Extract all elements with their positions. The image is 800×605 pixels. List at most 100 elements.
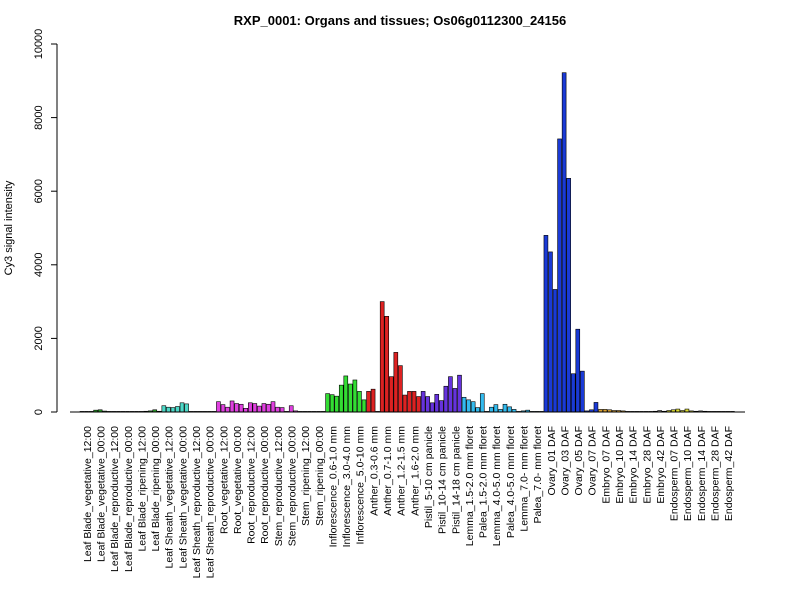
- bar: [407, 391, 412, 413]
- x-tick-label: Anther_0.3-0.6 mm: [368, 426, 380, 516]
- x-tick-label: Pistil_14-18 cm panicle: [450, 426, 462, 534]
- bar: [275, 406, 280, 413]
- bar: [357, 391, 362, 413]
- bar: [248, 402, 253, 413]
- bar: [448, 376, 453, 413]
- x-tick-labels: Leaf Blade_vegetative_12:00 Leaf Blade_ve…: [82, 426, 735, 579]
- bar: [361, 399, 367, 413]
- bar: [548, 251, 553, 413]
- x-tick-label: Ovary_03 DAF: [559, 426, 571, 495]
- bar: [489, 406, 494, 413]
- x-tick-label: Root_reproductive_00:00: [259, 426, 271, 544]
- bar: [379, 301, 385, 413]
- x-tick-label: Palea_7.0- mm floret: [532, 426, 544, 524]
- x-tick-label: Endosperm_10 DAF: [682, 426, 694, 521]
- bar: [161, 405, 167, 413]
- bar: [575, 328, 581, 413]
- x-tick-label: Anther_1.2-1.5 mm: [396, 426, 408, 516]
- bar: [434, 394, 440, 413]
- x-tick-label: Leaf Blade_reproductive_12:00: [109, 426, 121, 572]
- bar: [279, 407, 285, 413]
- y-axis-label: Cy3 signal intensity: [3, 180, 15, 275]
- x-tick-label: Embryo_10 DAF: [614, 426, 626, 504]
- bar: [398, 365, 403, 413]
- bar: [502, 403, 508, 413]
- x-tick-label: Inflorescence_0.6-1.0 mm: [327, 426, 339, 548]
- bar: [570, 373, 576, 413]
- bar: [593, 402, 599, 413]
- bar: [457, 374, 462, 413]
- bar: [229, 400, 235, 413]
- x-tick-label: Leaf Blade_vegetative_12:00: [82, 426, 94, 562]
- x-tick-label: Anther_0.7-1.0 mm: [382, 426, 394, 516]
- bar: [552, 289, 558, 413]
- bar: [580, 370, 585, 413]
- bar: [184, 403, 189, 413]
- x-tick-label: Leaf Blade_ripening_12:00: [136, 426, 148, 552]
- x-tick-label: Leaf Blade_ripening_00:00: [150, 426, 162, 552]
- x-tick-label: Ovary_05 DAF: [573, 426, 585, 495]
- y-axis: 0 2000 4000 6000 8000 10000: [33, 29, 58, 415]
- bars: [79, 72, 735, 413]
- bar: [479, 393, 485, 413]
- bar: [170, 407, 176, 413]
- bar: [557, 138, 562, 413]
- x-tick-label: Embryo_28 DAF: [641, 426, 653, 504]
- x-tick-label: Anther_1.6-2.0 mm: [409, 426, 421, 516]
- y-tick-label: 8000: [33, 105, 45, 129]
- bar: [266, 403, 271, 413]
- bar: [420, 391, 426, 413]
- x-tick-label: Palea_1.5-2.0 mm floret: [478, 426, 490, 538]
- x-tick-label: Endosperm_42 DAF: [723, 426, 735, 521]
- x-tick-label: Leaf Sheath_reproductive_12:00: [191, 426, 203, 579]
- bar: [566, 178, 571, 413]
- bar: [234, 403, 239, 413]
- x-tick-label: Lemma_4.0-5.0 mm floret: [491, 426, 503, 546]
- bar: [393, 352, 399, 413]
- bar: [402, 394, 408, 413]
- bar: [343, 375, 349, 413]
- bar: [452, 388, 458, 413]
- bar: [461, 396, 467, 413]
- x-tick-label: Leaf Sheath_reproductive_00:00: [205, 426, 217, 579]
- bar: [507, 406, 512, 413]
- x-tick-label: Leaf Blade_reproductive_00:00: [123, 426, 135, 572]
- bar: [179, 402, 185, 413]
- bar: [425, 396, 430, 413]
- x-tick-label: Endosperm_07 DAF: [669, 426, 681, 521]
- x-tick-label: Endosperm_28 DAF: [710, 426, 722, 521]
- bar: [439, 400, 444, 413]
- x-tick-label: Endosperm_14 DAF: [696, 426, 708, 521]
- y-tick-label: 2000: [33, 326, 45, 350]
- bar: [411, 391, 417, 413]
- bar: [561, 72, 567, 413]
- x-tick-label: Embryo_42 DAF: [655, 426, 667, 504]
- bar: [389, 376, 394, 413]
- bar: [352, 379, 358, 413]
- x-tick-label: Pistil_10-14 cm panicle: [437, 426, 449, 534]
- x-tick-label: Lemma_1.5-2.0 mm floret: [464, 426, 476, 546]
- x-tick-label: Embryo_07 DAF: [600, 426, 612, 504]
- x-tick-label: Root_reproductive_12:00: [246, 426, 258, 544]
- bar: [370, 388, 376, 413]
- bar: [429, 402, 435, 413]
- x-tick-label: Palea_4.0-5.0 mm floret: [505, 426, 517, 538]
- bar: [243, 408, 249, 413]
- x-tick-label: Stem_ripening_12:00: [300, 426, 312, 526]
- bar: [288, 405, 294, 413]
- bar: [348, 383, 353, 413]
- x-tick-label: Leaf Sheath_vegetative_00:00: [177, 426, 189, 569]
- bar: [175, 406, 180, 413]
- bar: [416, 396, 421, 413]
- x-tick-label: Embryo_14 DAF: [628, 426, 640, 504]
- x-tick-label: Ovary_07 DAF: [587, 426, 599, 495]
- y-tick-label: 6000: [33, 179, 45, 203]
- bar: [329, 394, 335, 413]
- bar: [470, 401, 476, 413]
- bar: [238, 403, 244, 413]
- x-tick-label: Stem_ripening_00:00: [314, 426, 326, 526]
- y-tick-label: 4000: [33, 253, 45, 277]
- bar: [216, 401, 221, 413]
- bar: [261, 403, 267, 413]
